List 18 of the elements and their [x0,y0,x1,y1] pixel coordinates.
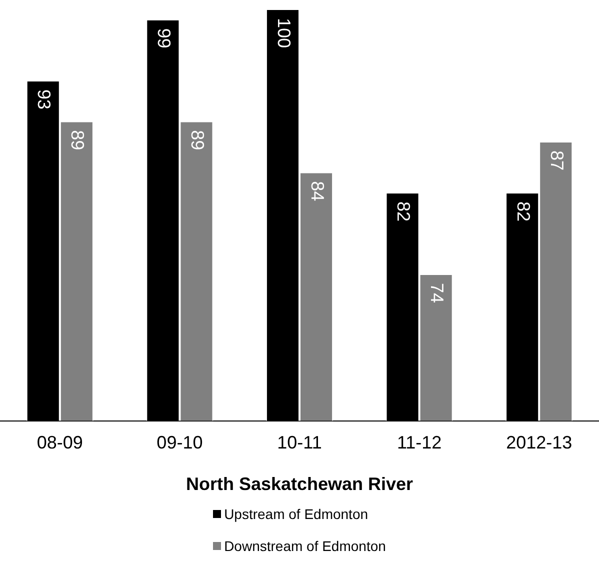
legend-label: Upstream of Edmonton [224,506,368,522]
data-label: 84 [307,181,328,202]
data-label: 99 [154,28,174,48]
x-tick-label: 2012-13 [506,432,572,453]
data-label: 100 [274,18,294,48]
data-label: 74 [427,283,448,304]
x-tick-label: 11-12 [396,432,442,453]
legend-label: Downstream of Edmonton [224,538,386,554]
x-tick-label: 08-09 [36,432,83,453]
data-label: 93 [34,89,54,110]
x-tick-label: 09-10 [156,432,203,453]
data-label: 82 [513,201,534,222]
data-label: 87 [546,150,567,171]
data-label: 82 [394,201,414,222]
x-axis-title: North Saskatchewan River [186,474,414,494]
data-label: 89 [68,130,88,150]
x-tick-label: 10-11 [277,432,322,453]
data-label: 89 [188,130,208,150]
